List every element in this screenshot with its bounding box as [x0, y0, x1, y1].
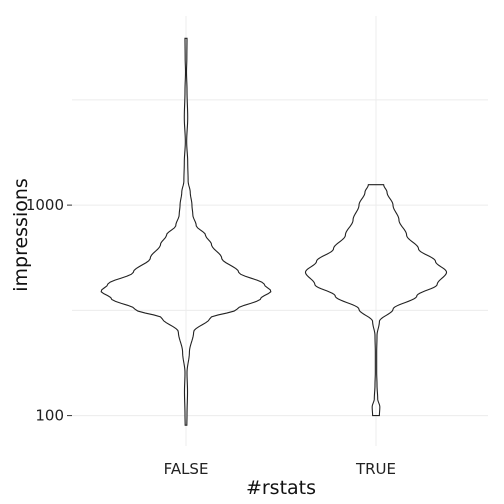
y-tick-label: 1000	[26, 196, 64, 214]
violin-false	[100, 37, 272, 426]
violin-true	[304, 184, 448, 417]
y-axis-title: impressions	[10, 178, 32, 292]
grid-lines	[72, 16, 488, 446]
x-tick-label: FALSE	[164, 460, 209, 478]
violins	[100, 37, 448, 426]
x-tick-label: TRUE	[355, 460, 396, 478]
y-tick-label: 100	[35, 407, 64, 425]
x-axis-title: #rstats	[246, 477, 316, 499]
axes: 100 1000 FALSE TRUE	[26, 196, 396, 478]
